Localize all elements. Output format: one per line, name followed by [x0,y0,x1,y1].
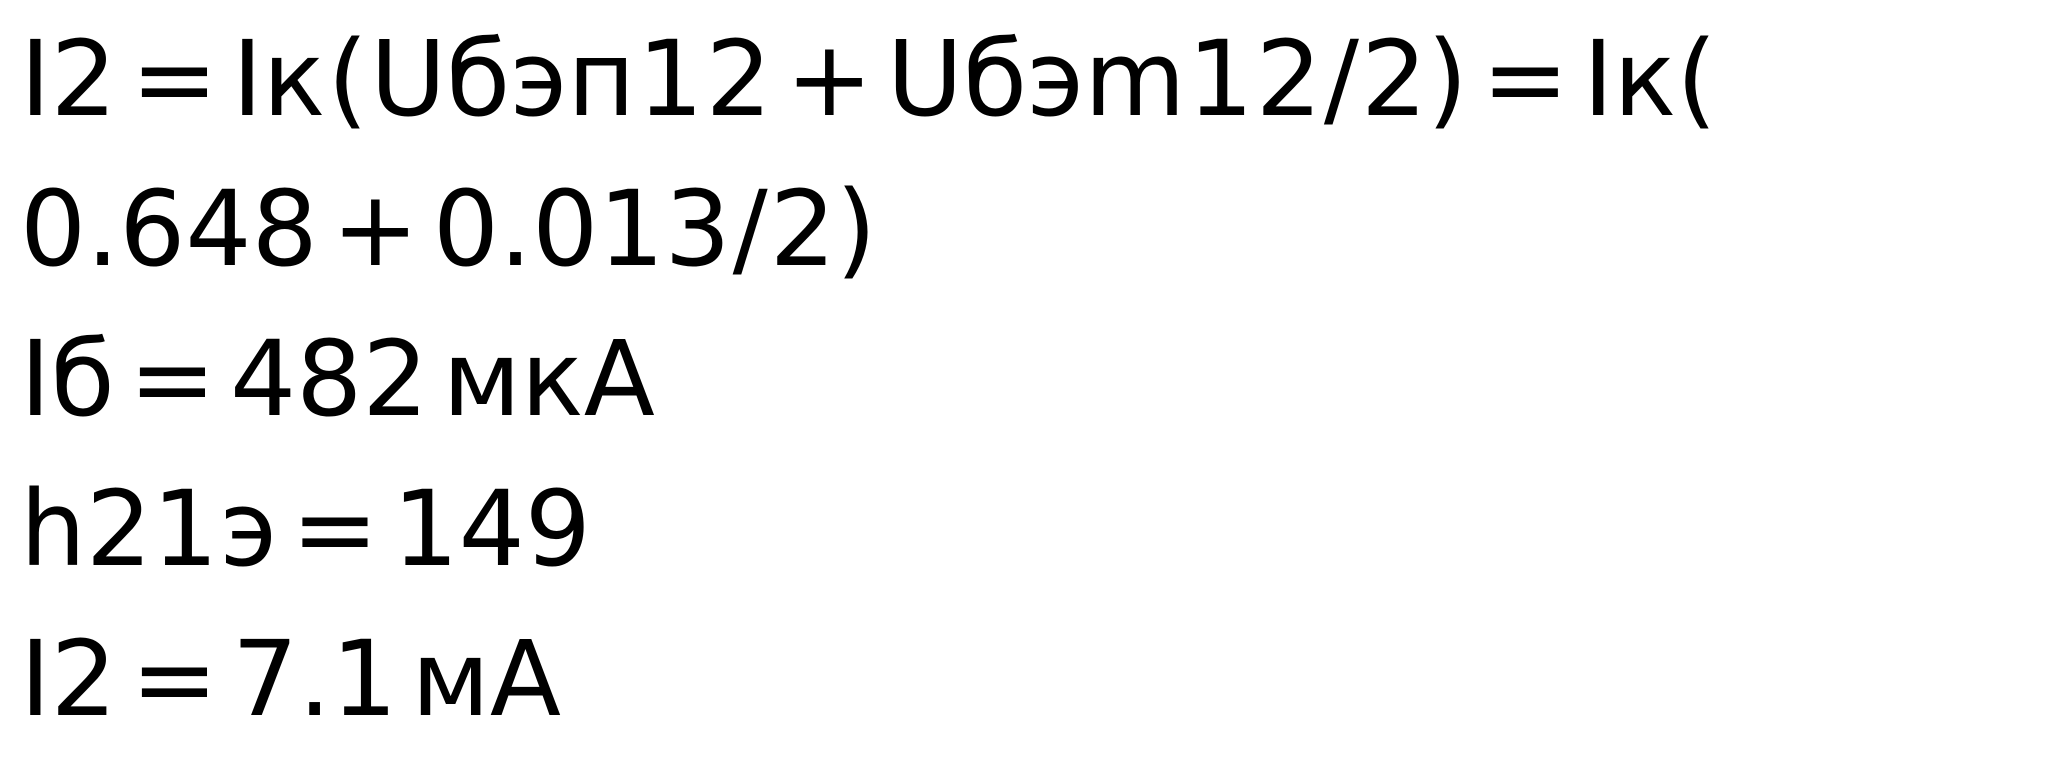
open-paren: ( [327,18,369,140]
ubep-symbol: Uбэп [370,18,636,140]
i2-symbol: I2 [20,618,117,740]
value: 7.1 [231,618,398,740]
formula-line-3: h21 э = 149 [20,454,2030,604]
subscript: 2 [705,18,772,140]
plus-sign: + [785,18,873,140]
equals-sign: = [1481,18,1569,140]
formula-line-2: Iб = 482 мкА [20,304,2030,454]
subscript: 2 [1255,18,1322,140]
ik-symbol: Iк( [1582,18,1717,140]
value: 0.013 [432,168,731,290]
slash: / [732,168,768,290]
formula-line-4: I2 = 7.1 мА [20,604,2030,754]
ubem-symbol: Uбэm [886,18,1186,140]
value: 0.648 [20,168,318,290]
ib-symbol: Iб [20,318,115,440]
unit: мА [411,618,561,740]
subscript: э [220,468,278,590]
formula-line-1: I2 = Iк ( Uбэп 1 2 + Uбэm 1 2 / 2) = Iк(… [20,4,2030,304]
value: 482 [229,318,429,440]
h21-symbol: h21 [20,468,219,590]
equals-sign: = [291,468,379,590]
divisor: 2) [1360,18,1468,140]
equals-sign: = [130,618,218,740]
subscript: 1 [1187,18,1254,140]
value: 149 [392,468,591,590]
equals-sign: = [130,18,218,140]
unit: мкА [442,318,655,440]
subscript: 1 [637,18,704,140]
equals-sign: = [128,318,216,440]
ik-symbol: Iк [231,18,326,140]
plus-sign: + [331,168,419,290]
i2-symbol: I2 [20,18,117,140]
slash: / [1323,18,1359,140]
divisor: 2) [769,168,877,290]
